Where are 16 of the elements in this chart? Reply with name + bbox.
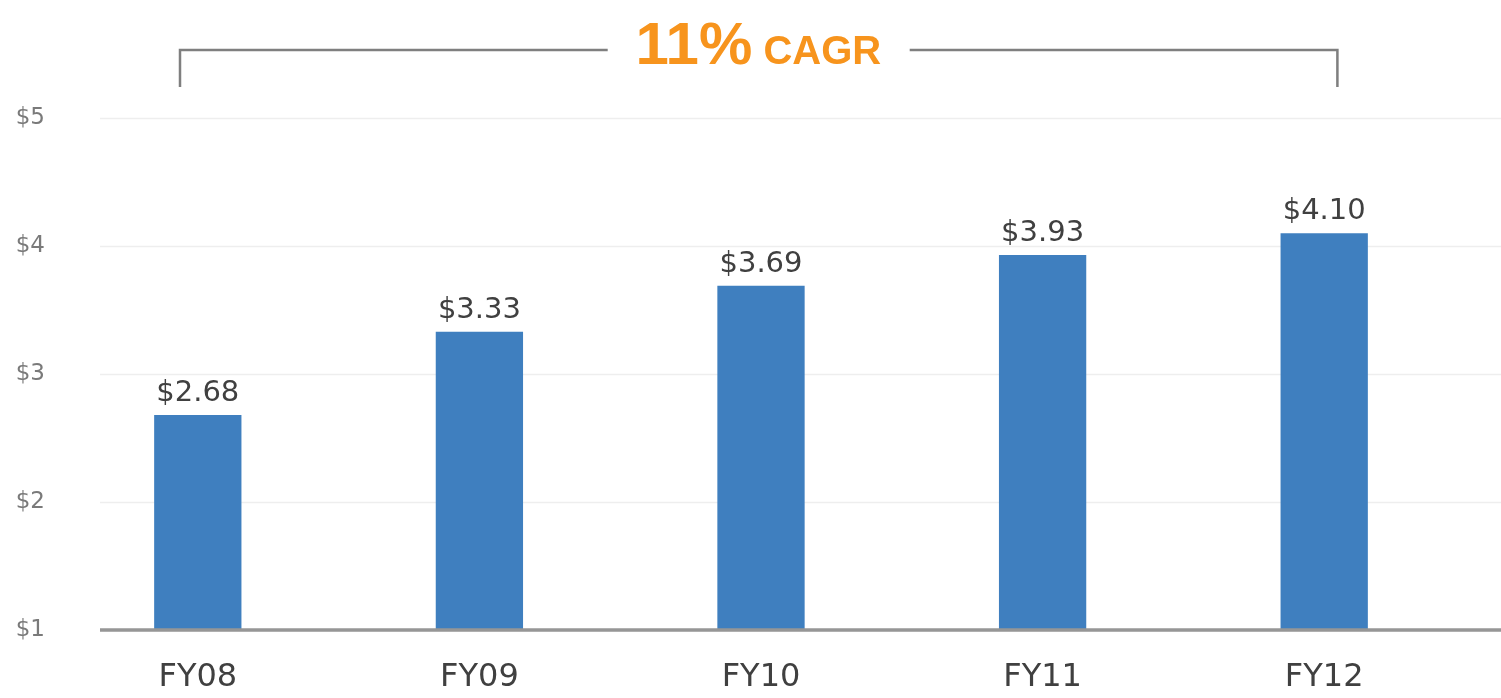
x-tick-label: FY12 — [1284, 655, 1364, 694]
data-label: $3.33 — [437, 290, 521, 325]
y-tick-label: $5 — [15, 102, 45, 129]
y-tick-label: $1 — [15, 614, 45, 641]
x-tick-label: FY08 — [158, 655, 238, 694]
y-tick-label: $3 — [15, 358, 45, 385]
y-tick-label: $4 — [15, 230, 45, 257]
x-tick-label: FY11 — [1003, 655, 1082, 694]
data-label: $3.93 — [1001, 213, 1085, 248]
y-tick-label: $2 — [15, 486, 45, 513]
data-label: $3.69 — [719, 244, 803, 279]
data-label: $4.10 — [1282, 192, 1366, 227]
x-tick-label: FY10 — [721, 655, 801, 694]
x-tick-label: FY09 — [440, 655, 519, 694]
text: 11% CAGR — [635, 10, 882, 77]
data-label: $2.68 — [156, 373, 240, 408]
